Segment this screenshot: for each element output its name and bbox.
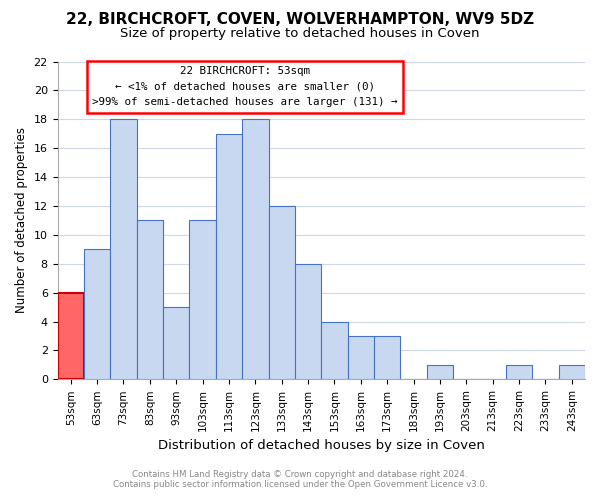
Text: 22 BIRCHCROFT: 53sqm
← <1% of detached houses are smaller (0)
>99% of semi-detac: 22 BIRCHCROFT: 53sqm ← <1% of detached h… (92, 66, 398, 108)
Bar (110, 120, 137, 380)
Bar (321, 322, 347, 380)
Bar (347, 336, 374, 380)
X-axis label: Distribution of detached houses by size in Coven: Distribution of detached houses by size … (158, 440, 485, 452)
Bar (559, 365, 585, 380)
Y-axis label: Number of detached properties: Number of detached properties (15, 128, 28, 314)
Bar (84, 250, 110, 380)
Bar (427, 365, 453, 380)
Bar (163, 307, 190, 380)
Bar (137, 220, 163, 380)
Bar (295, 264, 321, 380)
Bar (506, 365, 532, 380)
Bar (269, 206, 295, 380)
Text: Contains HM Land Registry data © Crown copyright and database right 2024.
Contai: Contains HM Land Registry data © Crown c… (113, 470, 487, 489)
Bar (190, 220, 216, 380)
Text: Size of property relative to detached houses in Coven: Size of property relative to detached ho… (120, 28, 480, 40)
Text: 22, BIRCHCROFT, COVEN, WOLVERHAMPTON, WV9 5DZ: 22, BIRCHCROFT, COVEN, WOLVERHAMPTON, WV… (66, 12, 534, 28)
Bar (242, 120, 269, 380)
Bar (374, 336, 400, 380)
Bar (216, 134, 242, 380)
Bar (58, 292, 84, 380)
